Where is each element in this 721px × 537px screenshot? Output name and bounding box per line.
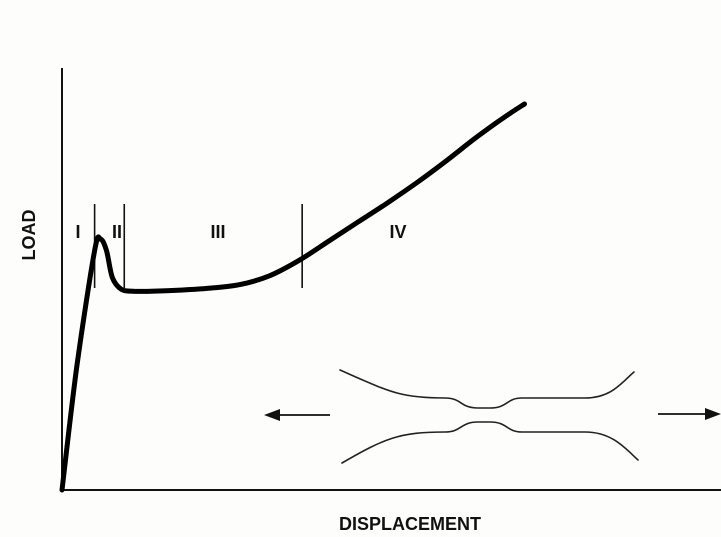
left-arrow-icon bbox=[264, 409, 330, 421]
specimen-top-edge bbox=[339, 369, 635, 409]
region-label: II bbox=[112, 222, 122, 242]
regions: I II III IV bbox=[75, 204, 407, 288]
region-label: IV bbox=[389, 222, 406, 242]
right-arrow-icon bbox=[658, 408, 721, 420]
specimen-bottom-edge bbox=[341, 421, 639, 464]
x-axis-label: DISPLACEMENT bbox=[339, 514, 481, 534]
specimen-necking-sketch-icon bbox=[339, 369, 639, 464]
axes bbox=[61, 68, 721, 491]
region-label: I bbox=[75, 222, 80, 242]
load-displacement-curve bbox=[59, 101, 527, 493]
y-axis-label: LOAD bbox=[19, 210, 39, 261]
region-label: III bbox=[210, 222, 225, 242]
